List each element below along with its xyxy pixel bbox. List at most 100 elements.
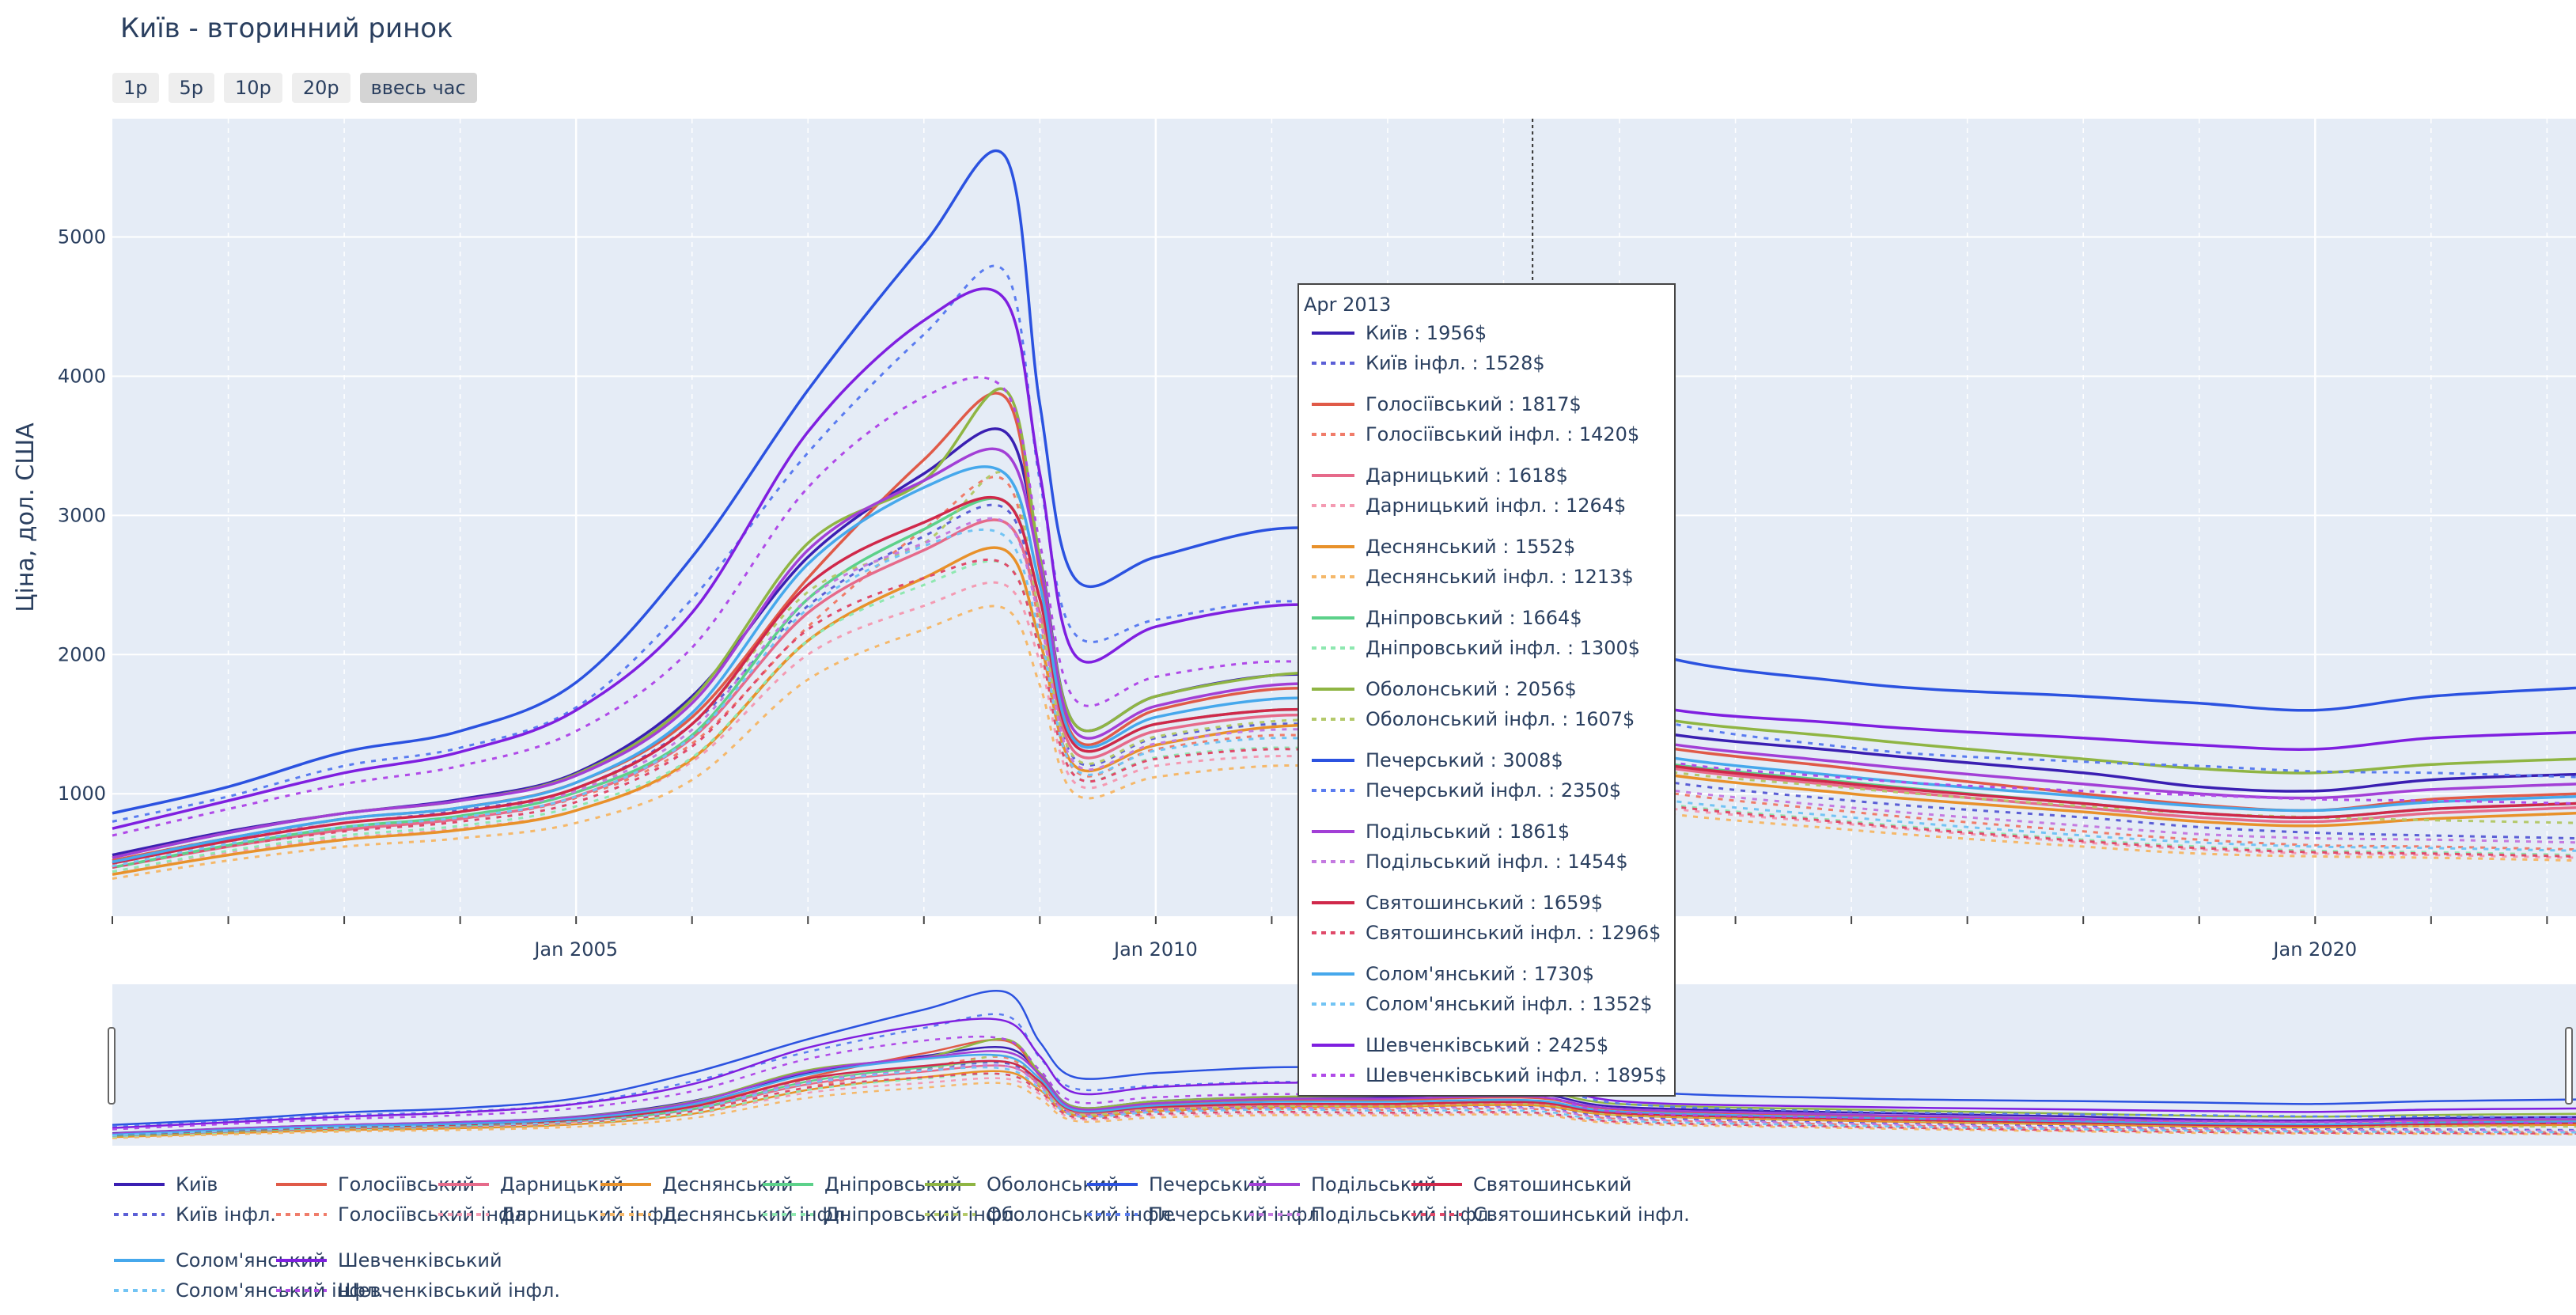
hover-label: Голосіївський : 1817$ xyxy=(1366,393,1582,415)
legend-label: Дніпровський інфл. xyxy=(824,1203,1021,1226)
x-tick-label: Jan 2020 xyxy=(2271,938,2357,961)
legend-swatch xyxy=(763,1183,813,1186)
legend-item-16[interactable]: Святошинський xyxy=(1411,1173,1631,1196)
hover-swatch xyxy=(1312,504,1354,507)
range-button-all[interactable]: ввесь час xyxy=(359,73,477,103)
legend-label: Шевченківський xyxy=(338,1249,502,1271)
legend-item-13[interactable]: Печерський інфл. xyxy=(1087,1203,1326,1226)
hover-row: Деснянський : 1552$ xyxy=(1304,532,1674,562)
hover-swatch xyxy=(1312,1044,1354,1047)
slider-line-19 xyxy=(112,1066,2576,1137)
legend-item-9[interactable]: Дніпровський інфл. xyxy=(763,1203,1020,1226)
hover-row: Подільський інфл. : 1454$ xyxy=(1304,847,1674,877)
legend-item-0[interactable]: Київ xyxy=(114,1173,276,1196)
hover-tooltip: Apr 2013 Київ : 1956$ Київ інфл. : 1528$ Г… xyxy=(1297,283,1676,1097)
hover-label: Дніпровський інфл. : 1300$ xyxy=(1366,637,1641,659)
legend-item-18[interactable]: Солом'янський xyxy=(114,1249,325,1271)
legend-item-15[interactable]: Подільський інфл. xyxy=(1249,1203,1494,1226)
series-line-13 xyxy=(112,264,2576,823)
hover-label: Шевченківський : 2425$ xyxy=(1366,1034,1609,1056)
legend-swatch xyxy=(600,1183,651,1186)
legend-item-17[interactable]: Святошинський інфл. xyxy=(1411,1203,1690,1226)
slider-line-18 xyxy=(112,1053,2576,1136)
hover-label: Оболонський інфл. : 1607$ xyxy=(1366,708,1635,730)
range-button-10y[interactable]: 10р xyxy=(224,73,282,103)
range-button-20y[interactable]: 20р xyxy=(291,73,350,103)
legend-item-1[interactable]: Київ інфл. xyxy=(114,1203,276,1226)
legend-item-20[interactable]: Шевченківський xyxy=(276,1249,502,1271)
hover-label: Деснянський інфл. : 1213$ xyxy=(1366,566,1634,588)
legend-item-6[interactable]: Деснянський xyxy=(600,1173,794,1196)
range-slider-left-handle[interactable] xyxy=(108,1027,116,1105)
legend-label: Голосіївський інфл. xyxy=(338,1203,533,1226)
series-line-15 xyxy=(112,517,2576,865)
legend-item-14[interactable]: Подільський xyxy=(1249,1173,1437,1196)
hover-row: Святошинський інфл. : 1296$ xyxy=(1304,918,1674,948)
hover-row: Солом'янський інфл. : 1352$ xyxy=(1304,989,1674,1019)
legend-label: Шевченківський інфл. xyxy=(338,1279,561,1302)
slider-line-7 xyxy=(112,1082,2576,1139)
hover-label: Печерський : 3008$ xyxy=(1366,749,1563,771)
legend-swatch xyxy=(114,1183,165,1186)
y-tick-label: 3000 xyxy=(58,504,106,526)
hover-row: Печерський інфл. : 2350$ xyxy=(1304,775,1674,805)
range-button-5y[interactable]: 5р xyxy=(168,73,215,103)
series-line-4 xyxy=(112,518,2576,870)
legend-item-8[interactable]: Дніпровський xyxy=(763,1173,962,1196)
hover-row: Солом'янський : 1730$ xyxy=(1304,959,1674,989)
legend-row: Солом'янський інфл. Шевченківський інфл. xyxy=(114,1275,2567,1306)
hover-swatch xyxy=(1312,433,1354,436)
hover-row: Оболонський інфл. : 1607$ xyxy=(1304,704,1674,734)
legend-item-3[interactable]: Голосіївський інфл. xyxy=(276,1203,533,1226)
hover-label: Подільський : 1861$ xyxy=(1366,820,1570,843)
hover-label: Дніпровський : 1664$ xyxy=(1366,607,1582,629)
y-tick-label: 1000 xyxy=(58,783,106,805)
range-selector: 1р 5р 10р 20р ввесь час xyxy=(112,73,477,103)
legend-swatch xyxy=(114,1289,165,1292)
series-line-21 xyxy=(112,376,2576,837)
series-line-7 xyxy=(112,604,2576,880)
legend-item-5[interactable]: Дарницький інфл. xyxy=(438,1203,682,1226)
hover-swatch xyxy=(1312,718,1354,721)
legend-label: Київ xyxy=(176,1173,218,1196)
range-button-1y[interactable]: 1р xyxy=(112,73,159,103)
series-line-17 xyxy=(112,558,2576,869)
series-line-19 xyxy=(112,528,2576,868)
legend-item-4[interactable]: Дарницький xyxy=(438,1173,623,1196)
series-line-18 xyxy=(112,465,2576,864)
legend-swatch xyxy=(276,1259,327,1262)
legend-item-19[interactable]: Солом'янський інфл. xyxy=(114,1279,384,1302)
slider-line-20 xyxy=(112,1018,2576,1129)
hover-swatch xyxy=(1312,1074,1354,1077)
legend-item-2[interactable]: Голосіївський xyxy=(276,1173,475,1196)
legend: Київ Голосіївський Дарницький Деснянський Дн… xyxy=(114,1169,2567,1306)
legend-label: Подільський інфл. xyxy=(1311,1203,1494,1226)
hover-row: Дніпровський : 1664$ xyxy=(1304,603,1674,633)
legend-item-11[interactable]: Оболонський інфл. xyxy=(925,1203,1177,1226)
legend-swatch xyxy=(1087,1183,1138,1186)
legend-item-7[interactable]: Деснянський інфл. xyxy=(600,1203,851,1226)
legend-swatch xyxy=(925,1213,975,1216)
legend-item-10[interactable]: Оболонський xyxy=(925,1173,1119,1196)
hover-row: Подільський : 1861$ xyxy=(1304,817,1674,847)
legend-item-21[interactable]: Шевченківський інфл. xyxy=(276,1279,560,1302)
hover-row: Оболонський : 2056$ xyxy=(1304,674,1674,704)
hover-row: Київ : 1956$ xyxy=(1304,318,1674,348)
series-line-6 xyxy=(112,546,2576,876)
legend-label: Оболонський інфл. xyxy=(987,1203,1177,1226)
hover-row: Дарницький інфл. : 1264$ xyxy=(1304,491,1674,521)
hover-swatch xyxy=(1312,688,1354,691)
legend-swatch xyxy=(276,1213,327,1216)
hover-swatch xyxy=(1312,575,1354,578)
series-line-9 xyxy=(112,559,2576,874)
legend-swatch xyxy=(438,1183,489,1186)
y-tick-label: 5000 xyxy=(58,226,106,248)
x-tick-label: Jan 2005 xyxy=(532,938,618,961)
legend-item-12[interactable]: Печерський xyxy=(1087,1173,1267,1196)
legend-swatch xyxy=(438,1213,489,1216)
legend-swatch xyxy=(276,1289,327,1292)
legend-row: Солом'янський Шевченківський xyxy=(114,1245,2567,1275)
hover-row: Голосіївський : 1817$ xyxy=(1304,389,1674,419)
range-slider-right-handle[interactable] xyxy=(2565,1027,2573,1105)
